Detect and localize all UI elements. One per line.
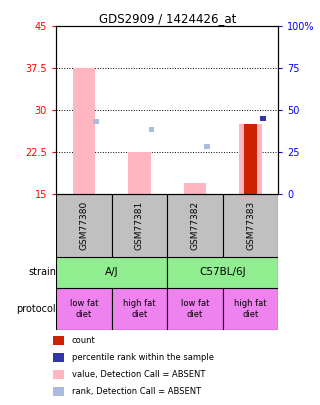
Bar <box>204 144 210 149</box>
Text: C57BL/6J: C57BL/6J <box>199 267 246 277</box>
Bar <box>260 116 266 121</box>
Text: GSM77383: GSM77383 <box>246 201 255 250</box>
Bar <box>223 288 278 330</box>
Text: GSM77382: GSM77382 <box>190 201 199 250</box>
Bar <box>223 194 278 257</box>
Bar <box>93 119 99 124</box>
Text: high fat
diet: high fat diet <box>123 299 156 318</box>
Bar <box>167 194 223 257</box>
Text: A/J: A/J <box>105 267 118 277</box>
Bar <box>239 124 262 194</box>
Bar <box>167 288 223 330</box>
Text: rank, Detection Call = ABSENT: rank, Detection Call = ABSENT <box>72 387 201 396</box>
Text: GSM77380: GSM77380 <box>79 201 88 250</box>
Text: protocol: protocol <box>16 304 56 314</box>
Text: count: count <box>72 336 96 345</box>
Text: GSM77381: GSM77381 <box>135 201 144 250</box>
Title: GDS2909 / 1424426_at: GDS2909 / 1424426_at <box>99 12 236 25</box>
Bar <box>184 183 206 194</box>
Bar <box>128 152 150 194</box>
Text: high fat
diet: high fat diet <box>234 299 267 318</box>
Text: value, Detection Call = ABSENT: value, Detection Call = ABSENT <box>72 370 205 379</box>
Bar <box>112 194 167 257</box>
Bar <box>112 288 167 330</box>
Text: percentile rank within the sample: percentile rank within the sample <box>72 353 214 362</box>
Bar <box>56 288 112 330</box>
Bar <box>56 257 167 288</box>
Text: low fat
diet: low fat diet <box>70 299 98 318</box>
Bar <box>73 68 95 194</box>
Text: strain: strain <box>28 267 56 277</box>
Bar <box>244 124 257 194</box>
Text: low fat
diet: low fat diet <box>181 299 209 318</box>
Bar <box>149 128 155 132</box>
Bar <box>167 257 278 288</box>
Bar <box>56 194 112 257</box>
